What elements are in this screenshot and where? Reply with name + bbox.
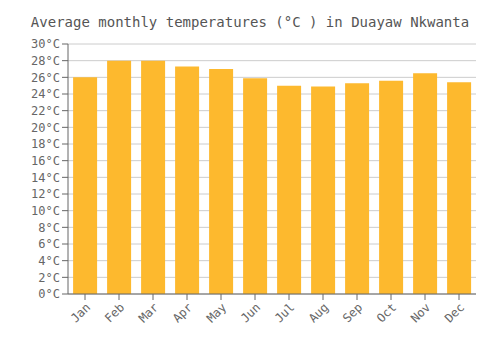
svg-text:20°C: 20°C xyxy=(31,121,60,135)
svg-text:4°C: 4°C xyxy=(38,254,60,268)
svg-text:14°C: 14°C xyxy=(31,171,60,185)
svg-text:Nov: Nov xyxy=(408,300,433,325)
svg-text:30°C: 30°C xyxy=(31,37,60,51)
svg-text:16°C: 16°C xyxy=(31,154,60,168)
svg-text:22°C: 22°C xyxy=(31,104,60,118)
svg-text:2°C: 2°C xyxy=(38,271,60,285)
svg-text:May: May xyxy=(204,300,229,325)
svg-text:Feb: Feb xyxy=(102,300,127,325)
html-text:Average monthly temperatures (: Average monthly temperatures (°C ) in Du… xyxy=(30,14,470,30)
svg-text:0°C: 0°C xyxy=(38,287,60,301)
svg-text:Jun: Jun xyxy=(238,300,263,325)
svg-text:Sep: Sep xyxy=(340,300,365,325)
svg-text:Jul: Jul xyxy=(272,300,297,325)
svg-text:Jan: Jan xyxy=(68,300,93,325)
svg-text:28°C: 28°C xyxy=(31,54,60,68)
svg-text:Oct: Oct xyxy=(374,300,399,325)
svg-text:10°C: 10°C xyxy=(31,204,60,218)
svg-text:6°C: 6°C xyxy=(38,237,60,251)
svg-text:Mar: Mar xyxy=(136,300,161,325)
svg-text:8°C: 8°C xyxy=(38,221,60,235)
svg-text:Aug: Aug xyxy=(306,300,331,325)
svg-text:Apr: Apr xyxy=(170,300,195,325)
svg-text:12°C: 12°C xyxy=(31,187,60,201)
svg-text:24°C: 24°C xyxy=(31,87,60,101)
svg-text:26°C: 26°C xyxy=(31,71,60,85)
svg-text:18°C: 18°C xyxy=(31,137,60,151)
svg-text:Dec: Dec xyxy=(442,300,467,325)
